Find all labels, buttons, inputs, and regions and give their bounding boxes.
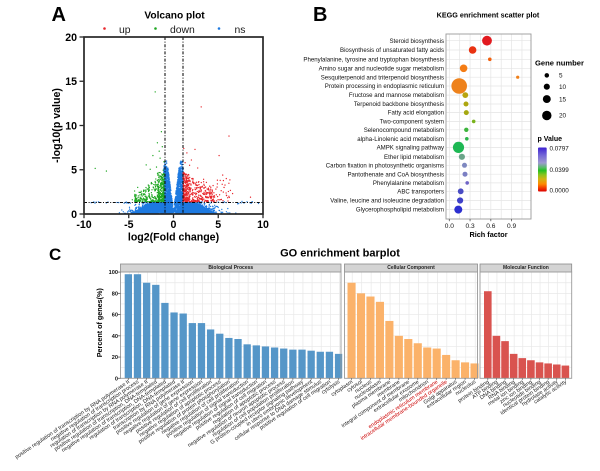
svg-text:0.0399: 0.0399 <box>550 167 570 174</box>
svg-text:5: 5 <box>71 165 77 177</box>
svg-text:0.3: 0.3 <box>465 223 474 230</box>
svg-text:Cellular Component: Cellular Component <box>387 265 435 271</box>
svg-text:100: 100 <box>109 270 118 276</box>
svg-text:Percent of genes(%): Percent of genes(%) <box>95 288 104 358</box>
svg-text:KEGG enrichment scatter plot: KEGG enrichment scatter plot <box>437 11 540 20</box>
svg-text:Biological Process: Biological Process <box>208 265 253 271</box>
svg-text:C: C <box>49 245 61 264</box>
svg-text:5: 5 <box>215 219 221 231</box>
svg-text:Sesquiterpenoid and triterpeno: Sesquiterpenoid and triterpenoid biosynt… <box>321 74 444 81</box>
svg-text:0.6: 0.6 <box>486 223 495 230</box>
svg-text:5: 5 <box>559 73 563 80</box>
svg-text:60: 60 <box>112 313 118 319</box>
svg-text:10: 10 <box>257 219 269 231</box>
svg-text:log2(Fold change): log2(Fold change) <box>128 232 219 244</box>
svg-text:Carbon fixation in photosynthe: Carbon fixation in photosynthetic organi… <box>326 162 444 169</box>
svg-text:p Value: p Value <box>538 136 563 143</box>
svg-text:0: 0 <box>171 219 177 231</box>
svg-text:up: up <box>119 25 131 36</box>
svg-text:20: 20 <box>559 113 567 120</box>
svg-text:ABC transporters: ABC transporters <box>397 188 444 195</box>
svg-text:Biosynthesis of unsaturated fa: Biosynthesis of unsaturated fatty acids <box>340 47 444 54</box>
svg-text:10: 10 <box>65 120 77 132</box>
svg-text:80: 80 <box>112 291 118 297</box>
svg-text:GO enrichment barplot: GO enrichment barplot <box>280 248 400 260</box>
svg-text:Steroid biosynthesis: Steroid biosynthesis <box>389 38 444 45</box>
svg-text:Selenocompound metabolism: Selenocompound metabolism <box>364 127 444 134</box>
svg-text:0.0000: 0.0000 <box>550 188 570 195</box>
svg-text:Volcano plot: Volcano plot <box>144 11 205 22</box>
svg-text:Amino sugar and nucleotide sug: Amino sugar and nucleotide sugar metabol… <box>319 65 444 72</box>
svg-text:B: B <box>313 4 327 26</box>
svg-text:20: 20 <box>112 355 118 361</box>
svg-text:20: 20 <box>65 32 77 44</box>
svg-text:Fructose and mannose metabolis: Fructose and mannose metabolism <box>349 92 444 99</box>
svg-text:down: down <box>170 25 195 36</box>
svg-text:0.9: 0.9 <box>507 223 516 230</box>
svg-text:15: 15 <box>559 96 567 103</box>
svg-text:0.0797: 0.0797 <box>550 146 570 153</box>
svg-text:40: 40 <box>112 334 118 340</box>
svg-text:Phenylalanine, tyrosine and tr: Phenylalanine, tyrosine and tryptophan b… <box>303 56 444 63</box>
svg-text:Valine, leucine and isoleucine: Valine, leucine and isoleucine degradati… <box>330 198 444 205</box>
svg-text:Phenylalanine metabolism: Phenylalanine metabolism <box>373 180 444 187</box>
svg-text:15: 15 <box>65 76 77 88</box>
svg-text:Glycerophospholipid metabolism: Glycerophospholipid metabolism <box>356 207 444 214</box>
svg-text:Pantothenate and CoA biosynthe: Pantothenate and CoA biosynthesis <box>347 171 444 178</box>
svg-text:A: A <box>52 4 66 26</box>
svg-text:Terpenoid backbone biosynthesi: Terpenoid backbone biosynthesis <box>354 101 444 108</box>
svg-text:Ether lipid metabolism: Ether lipid metabolism <box>384 154 444 161</box>
svg-text:10: 10 <box>559 84 567 91</box>
svg-text:Two-component system: Two-component system <box>380 119 444 126</box>
svg-text:-10: -10 <box>76 219 91 231</box>
svg-text:0: 0 <box>71 209 77 221</box>
svg-text:ns: ns <box>235 25 246 36</box>
svg-text:0: 0 <box>115 376 118 382</box>
svg-text:-log10(p value): -log10(p value) <box>51 88 63 163</box>
svg-text:-5: -5 <box>124 219 134 231</box>
svg-text:0.0: 0.0 <box>445 223 454 230</box>
svg-text:Rich factor: Rich factor <box>469 230 507 239</box>
svg-text:Molecular Function: Molecular Function <box>503 265 549 271</box>
svg-text:AMPK signaling pathway: AMPK signaling pathway <box>377 145 445 152</box>
svg-text:Protein processing in endoplas: Protein processing in endoplasmic reticu… <box>325 83 444 90</box>
svg-text:Fatty acid elongation: Fatty acid elongation <box>388 110 444 117</box>
svg-text:Gene number: Gene number <box>535 59 584 68</box>
svg-text:alpha-Linolenic acid metabolis: alpha-Linolenic acid metabolism <box>357 136 444 143</box>
